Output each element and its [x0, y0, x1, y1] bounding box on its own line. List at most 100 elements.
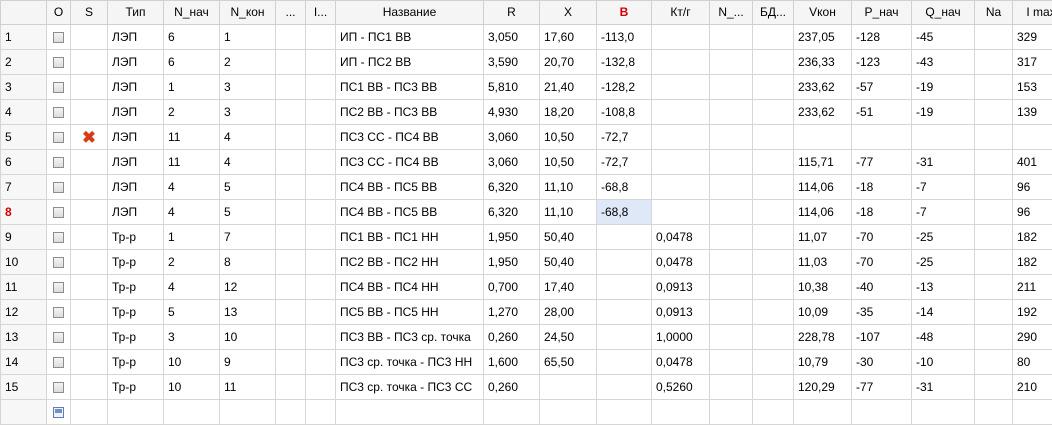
- cell-n-other[interactable]: [710, 325, 753, 350]
- new-row-cell[interactable]: [47, 400, 71, 425]
- cell-name[interactable]: ПС1 ВВ - ПС3 ВВ: [336, 75, 484, 100]
- cell-b[interactable]: -128,2: [597, 75, 652, 100]
- cell-na[interactable]: [975, 200, 1013, 225]
- cell-imax[interactable]: [1013, 125, 1052, 150]
- cell-x[interactable]: 50,40: [540, 250, 597, 275]
- cell-n-start[interactable]: 6: [164, 25, 220, 50]
- col-o[interactable]: O: [47, 1, 71, 25]
- cell-n-start[interactable]: 3: [164, 325, 220, 350]
- cell-b[interactable]: -72,7: [597, 125, 652, 150]
- cell-p-start[interactable]: -70: [852, 250, 912, 275]
- cell-r[interactable]: 1,600: [484, 350, 540, 375]
- col-imax[interactable]: I max: [1013, 1, 1052, 25]
- cell-b[interactable]: -113,0: [597, 25, 652, 50]
- cell-ellipsis-1[interactable]: [276, 275, 306, 300]
- cell-n-start[interactable]: 2: [164, 100, 220, 125]
- cell-kt[interactable]: [652, 200, 710, 225]
- cell-imax[interactable]: 182: [1013, 225, 1052, 250]
- new-row-cell[interactable]: [852, 400, 912, 425]
- cell-kt[interactable]: [652, 175, 710, 200]
- cell-n-start[interactable]: 2: [164, 250, 220, 275]
- cell-p-start[interactable]: -77: [852, 150, 912, 175]
- cell-name[interactable]: ИП - ПС2 ВВ: [336, 50, 484, 75]
- cell-ellipsis-1[interactable]: [276, 100, 306, 125]
- cell-vkon[interactable]: 114,06: [794, 200, 852, 225]
- col-p-start[interactable]: P_нач: [852, 1, 912, 25]
- cell-name[interactable]: ПС3 ВВ - ПС3 ср. точка: [336, 325, 484, 350]
- row-number[interactable]: 3: [1, 75, 47, 100]
- cell-type[interactable]: Тр-р: [108, 325, 164, 350]
- cell-p-start[interactable]: -40: [852, 275, 912, 300]
- s-status[interactable]: [71, 175, 108, 200]
- cell-n-end[interactable]: 13: [220, 300, 276, 325]
- checkbox-icon[interactable]: [53, 207, 64, 218]
- cell-b[interactable]: -72,7: [597, 150, 652, 175]
- cell-imax[interactable]: 192: [1013, 300, 1052, 325]
- cell-na[interactable]: [975, 150, 1013, 175]
- cell-ellipsis-2[interactable]: [306, 300, 336, 325]
- cell-x[interactable]: 17,40: [540, 275, 597, 300]
- cell-q-start[interactable]: -14: [912, 300, 975, 325]
- new-row-cell[interactable]: [220, 400, 276, 425]
- cell-x[interactable]: 10,50: [540, 150, 597, 175]
- cell-name[interactable]: ПС4 ВВ - ПС4 НН: [336, 275, 484, 300]
- o-checkbox[interactable]: [47, 25, 71, 50]
- cell-n-start[interactable]: 6: [164, 50, 220, 75]
- cell-n-start[interactable]: 1: [164, 225, 220, 250]
- cell-ellipsis-2[interactable]: [306, 50, 336, 75]
- cell-vkon[interactable]: 10,09: [794, 300, 852, 325]
- cell-n-other[interactable]: [710, 275, 753, 300]
- cell-na[interactable]: [975, 175, 1013, 200]
- cell-ellipsis-1[interactable]: [276, 225, 306, 250]
- cell-bd[interactable]: [753, 200, 794, 225]
- cell-type[interactable]: ЛЭП: [108, 50, 164, 75]
- cell-ellipsis-2[interactable]: [306, 375, 336, 400]
- cell-n-start[interactable]: 4: [164, 200, 220, 225]
- row-number[interactable]: 2: [1, 50, 47, 75]
- cell-na[interactable]: [975, 275, 1013, 300]
- cell-bd[interactable]: [753, 350, 794, 375]
- o-checkbox[interactable]: [47, 200, 71, 225]
- cell-r[interactable]: 3,050: [484, 25, 540, 50]
- new-row-cell[interactable]: [336, 400, 484, 425]
- cell-ellipsis-1[interactable]: [276, 175, 306, 200]
- cell-na[interactable]: [975, 350, 1013, 375]
- cell-n-end[interactable]: 8: [220, 250, 276, 275]
- cell-kt[interactable]: 0,0478: [652, 225, 710, 250]
- cell-p-start[interactable]: -128: [852, 25, 912, 50]
- cell-q-start[interactable]: -10: [912, 350, 975, 375]
- cell-vkon[interactable]: 237,05: [794, 25, 852, 50]
- row-number[interactable]: 8: [1, 200, 47, 225]
- cell-n-end[interactable]: 10: [220, 325, 276, 350]
- s-status[interactable]: [71, 325, 108, 350]
- cell-na[interactable]: [975, 250, 1013, 275]
- checkbox-icon[interactable]: [53, 157, 64, 168]
- row-number[interactable]: 14: [1, 350, 47, 375]
- cell-n-other[interactable]: [710, 375, 753, 400]
- cell-ellipsis-2[interactable]: [306, 175, 336, 200]
- checkbox-icon[interactable]: [53, 232, 64, 243]
- cell-name[interactable]: ПС3 ср. точка - ПС3 НН: [336, 350, 484, 375]
- cell-b[interactable]: -68,8: [597, 175, 652, 200]
- cell-kt[interactable]: [652, 100, 710, 125]
- cell-q-start[interactable]: -43: [912, 50, 975, 75]
- cell-bd[interactable]: [753, 125, 794, 150]
- checkbox-icon[interactable]: [53, 32, 64, 43]
- cell-vkon[interactable]: 228,78: [794, 325, 852, 350]
- row-number[interactable]: 6: [1, 150, 47, 175]
- cell-na[interactable]: [975, 375, 1013, 400]
- cell-n-end[interactable]: 4: [220, 150, 276, 175]
- new-row-cell[interactable]: [540, 400, 597, 425]
- cell-ellipsis-1[interactable]: [276, 150, 306, 175]
- cell-n-end[interactable]: 3: [220, 75, 276, 100]
- cell-p-start[interactable]: -107: [852, 325, 912, 350]
- new-row-cell[interactable]: [912, 400, 975, 425]
- new-row-cell[interactable]: [794, 400, 852, 425]
